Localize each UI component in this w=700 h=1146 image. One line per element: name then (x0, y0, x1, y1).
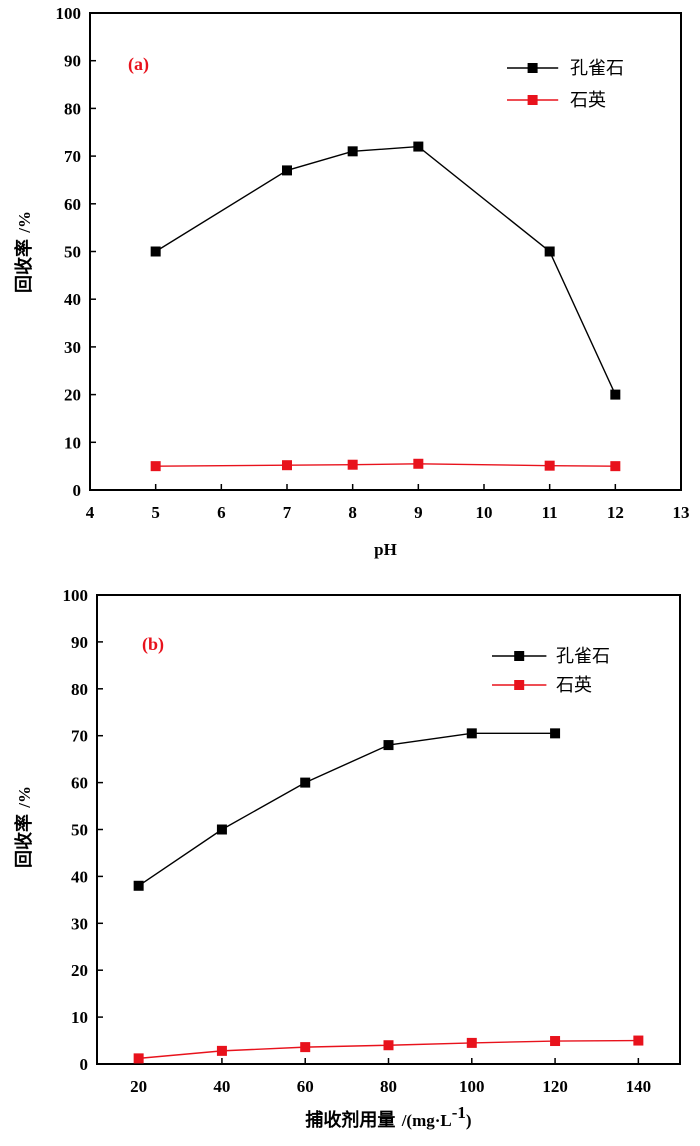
x-tick-label-b: 140 (626, 1077, 652, 1096)
legend-label-a: 孔雀石 (570, 58, 624, 79)
data-point-a-malachite (150, 246, 161, 257)
x-tick-label-a: 11 (542, 503, 558, 522)
data-point-b-quartz (216, 1045, 227, 1056)
data-point-b-malachite (300, 777, 311, 788)
y-tick-label-a: 60 (64, 195, 81, 214)
data-point-b-quartz (466, 1037, 477, 1048)
x-tick-label-a: 7 (283, 503, 292, 522)
x-tick-label-b: 60 (297, 1077, 314, 1096)
data-point-b-quartz (633, 1035, 644, 1046)
y-tick-label-a: 70 (64, 147, 81, 166)
series-line-a-quartz (155, 463, 616, 467)
legend-marker-b (514, 680, 525, 690)
legend-marker-a (527, 63, 538, 73)
series-line-b-malachite (138, 732, 556, 887)
y-tick-label-b: 70 (71, 727, 88, 746)
legend-label-a: 石英 (570, 90, 606, 111)
y-tick-label-b: 30 (71, 914, 88, 933)
y-axis-title-a: 回收率 /% (13, 211, 35, 293)
chart-a-svg: 4 5 6 7 8 9 10 11 12 13 0 10 20 30 40 50 60 70 80 90 100 pH 回收… (13, 4, 690, 559)
data-point-b-quartz (383, 1040, 394, 1051)
x-tick-label-a: 13 (673, 503, 690, 522)
y-tick-label-b: 20 (71, 961, 88, 980)
x-tick-label-b: 120 (542, 1077, 568, 1096)
x-axis-title-b: 捕收剂用量 /(mg·L-1) (305, 1103, 471, 1131)
y-tick-label-a: 100 (56, 4, 82, 23)
x-tick-label-a: 12 (607, 503, 624, 522)
data-point-b-malachite (466, 728, 477, 739)
y-tick-label-b: 0 (80, 1055, 89, 1074)
x-tick-label-a: 5 (151, 503, 160, 522)
y-tick-label-b: 90 (71, 633, 88, 652)
y-tick-label-b: 100 (63, 586, 89, 605)
y-tick-label-a: 0 (73, 481, 82, 500)
data-point-a-quartz (347, 459, 358, 470)
y-axis-title-b: 回收率 /% (13, 786, 35, 868)
x-tick-label-a: 8 (348, 503, 357, 522)
data-point-a-quartz (544, 460, 555, 471)
data-point-a-malachite (282, 165, 292, 176)
data-point-a-malachite (413, 141, 424, 152)
data-point-a-quartz (282, 460, 292, 471)
data-point-b-malachite (216, 824, 227, 835)
x-tick-label-b: 100 (459, 1077, 485, 1096)
legend-label-b: 石英 (556, 675, 592, 696)
y-tick-label-b: 80 (71, 680, 88, 699)
y-tick-label-a: 80 (64, 99, 81, 118)
y-tick-label-a: 50 (64, 243, 81, 262)
legend-marker-a (527, 95, 538, 105)
y-tick-label-b: 60 (71, 774, 88, 793)
data-point-a-quartz (150, 461, 161, 472)
x-tick-label-a: 6 (217, 503, 226, 522)
x-tick-label-b: 20 (130, 1077, 147, 1096)
x-tick-label-a: 10 (476, 503, 493, 522)
legend-label-b: 孔雀石 (556, 646, 610, 667)
data-point-a-malachite (347, 146, 358, 157)
x-axis-title-a: pH (374, 540, 397, 559)
y-tick-label-a: 20 (64, 386, 81, 405)
plot-frame-a (89, 12, 682, 491)
chart-panel-b: 20 40 60 80 100 120 140 0 10 20 30 40 50 60 70 80 90 100 捕… (0, 573, 700, 1146)
y-tick-label-a: 30 (64, 338, 81, 357)
chart-b-svg: 20 40 60 80 100 120 140 0 10 20 30 40 50 60 70 80 90 100 捕… (13, 586, 681, 1131)
y-tick-label-a: 40 (64, 290, 81, 309)
data-point-b-malachite (383, 740, 394, 751)
x-tick-label-b: 40 (213, 1077, 230, 1096)
series-line-a-malachite (155, 145, 616, 395)
chart-panel-a: 4 5 6 7 8 9 10 11 12 13 0 10 20 30 40 50 60 70 80 90 100 pH 回收… (13, 4, 690, 559)
data-point-b-malachite (550, 728, 561, 739)
data-point-b-quartz (550, 1036, 561, 1047)
x-tick-label-a: 4 (86, 503, 95, 522)
data-point-a-malachite (610, 389, 621, 400)
y-tick-label-a: 10 (64, 433, 81, 452)
y-tick-label-a: 90 (64, 52, 81, 71)
y-tick-label-b: 50 (71, 821, 88, 840)
data-point-a-quartz (413, 458, 424, 469)
data-point-a-malachite (544, 246, 555, 257)
data-point-b-malachite (133, 880, 144, 891)
y-tick-label-b: 40 (71, 867, 88, 886)
data-point-b-quartz (133, 1053, 144, 1064)
x-tick-label-b: 80 (380, 1077, 397, 1096)
panel-label-a: (a) (128, 54, 149, 75)
data-point-a-quartz (610, 461, 621, 472)
legend-marker-b (514, 651, 525, 661)
data-point-b-quartz (300, 1042, 311, 1053)
x-tick-label-a: 9 (414, 503, 423, 522)
y-tick-label-b: 10 (71, 1008, 88, 1027)
panel-label-b: (b) (142, 634, 164, 655)
